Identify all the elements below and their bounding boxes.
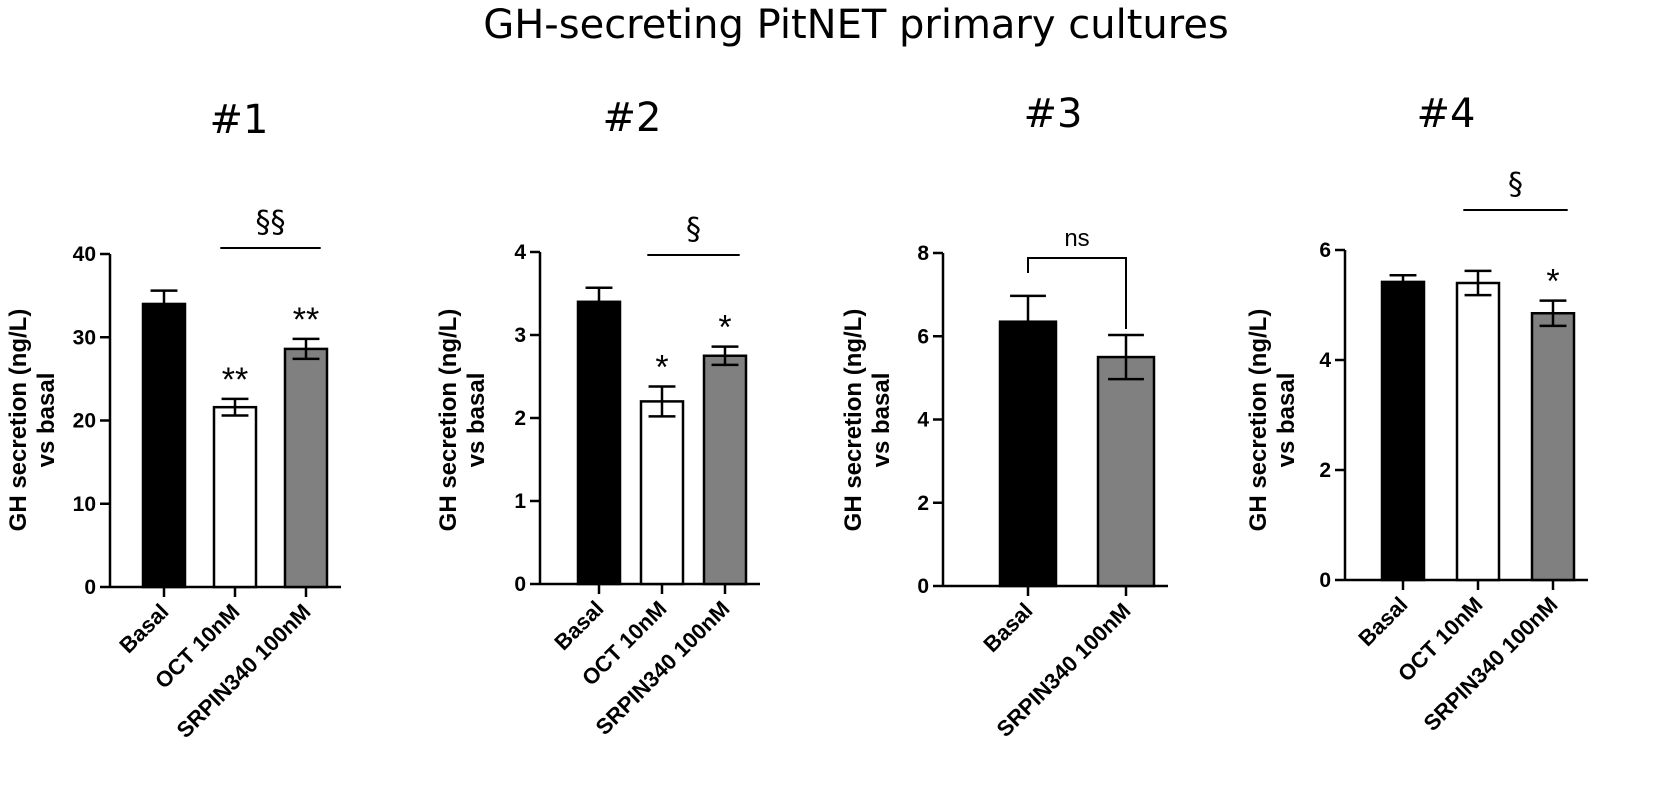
y-tick-label: 0 xyxy=(514,573,526,596)
chart-panel-4: #4GH secretion (ng/L)vs basal0246BasalOC… xyxy=(1245,91,1588,736)
y-tick-label: 20 xyxy=(73,410,96,433)
chart-panels: #1GH secretion (ng/L)vs basal010203040Ba… xyxy=(5,91,1588,743)
x-tick-label: SRPIN340 100nM xyxy=(172,599,316,743)
significance-marker: ** xyxy=(293,301,319,339)
significance-marker: ** xyxy=(222,361,248,399)
y-tick-label: 4 xyxy=(514,241,526,264)
figure-title: GH-secreting PitNET primary cultures xyxy=(483,2,1229,48)
y-axis-label-line2: vs basal xyxy=(463,373,490,468)
y-tick-label: 6 xyxy=(917,325,929,348)
bar-3 xyxy=(702,354,748,586)
panel-title: #2 xyxy=(603,95,662,141)
bar-2 xyxy=(639,400,685,586)
panel-title: #1 xyxy=(210,97,269,143)
y-axis-label: GH secretion (ng/L)vs basal xyxy=(5,309,60,532)
bar-3 xyxy=(283,347,329,589)
y-axis-label-line2: vs basal xyxy=(33,373,60,468)
panel-title: #3 xyxy=(1024,91,1083,137)
x-tick-label: SRPIN340 100nM xyxy=(1419,592,1563,736)
bar-3 xyxy=(1530,312,1576,582)
x-tick-label: Basal xyxy=(1353,592,1412,651)
x-tick-label: Basal xyxy=(114,599,173,658)
comparison-label: §§ xyxy=(256,205,286,240)
y-tick-label: 6 xyxy=(1319,239,1331,262)
significance-marker: * xyxy=(655,348,668,386)
chart-panel-1: #1 GH secretion (ng/L)vs basal 0 10 20 30 40 Ba… xyxy=(5,97,341,743)
y-tick-label: 10 xyxy=(73,493,96,516)
bar-1 xyxy=(1380,280,1426,582)
bar-1 xyxy=(998,320,1058,588)
y-axis-label-line1: GH secretion (ng/L) xyxy=(5,309,32,532)
comparison-label: § xyxy=(1508,167,1523,202)
y-axis-label-line2: vs basal xyxy=(868,373,895,468)
y-tick-label: 2 xyxy=(917,492,929,515)
y-tick-label: 40 xyxy=(73,243,96,266)
y-tick-label: 0 xyxy=(1319,569,1331,592)
bar-2 xyxy=(1455,281,1501,582)
significance-marker: * xyxy=(718,309,731,347)
y-tick-label: 2 xyxy=(514,407,526,430)
comparison-bracket xyxy=(1027,257,1127,330)
bar-1 xyxy=(576,300,622,586)
y-tick-label: 0 xyxy=(84,576,96,599)
y-axis-label: GH secretion (ng/L)vs basal xyxy=(1245,309,1300,532)
y-tick-label: 30 xyxy=(73,326,96,349)
y-axis-label-line1: GH secretion (ng/L) xyxy=(435,309,462,532)
comparison-label: § xyxy=(686,212,701,247)
comparison-label: ns xyxy=(1064,225,1089,252)
y-axis-label-line2: vs basal xyxy=(1273,373,1300,468)
significance-marker: * xyxy=(1546,263,1559,301)
panel-title: #4 xyxy=(1417,91,1476,137)
y-tick-label: 0 xyxy=(917,575,929,598)
x-tick-label: Basal xyxy=(549,596,608,655)
y-tick-label: 1 xyxy=(514,490,526,513)
y-axis-label-line1: GH secretion (ng/L) xyxy=(1245,309,1272,532)
bar-2 xyxy=(212,405,258,589)
y-axis-label: GH secretion (ng/L)vs basal xyxy=(840,309,895,532)
chart-panel-2: #2GH secretion (ng/L)vs basal01234BasalO… xyxy=(435,95,760,740)
y-tick-label: 2 xyxy=(1319,459,1331,482)
y-tick-label: 4 xyxy=(1319,349,1331,372)
x-tick-label: Basal xyxy=(978,598,1037,657)
chart-panel-3: #3GH secretion (ng/L)vs basal02468BasalS… xyxy=(840,91,1168,742)
y-axis-label-line1: GH secretion (ng/L) xyxy=(840,309,867,532)
y-axis-label: GH secretion (ng/L)vs basal xyxy=(435,309,490,532)
bar-1 xyxy=(141,302,187,589)
bar-2 xyxy=(1096,355,1156,588)
y-tick-label: 3 xyxy=(514,324,526,347)
y-tick-label: 4 xyxy=(917,409,929,432)
y-tick-label: 8 xyxy=(917,242,929,265)
